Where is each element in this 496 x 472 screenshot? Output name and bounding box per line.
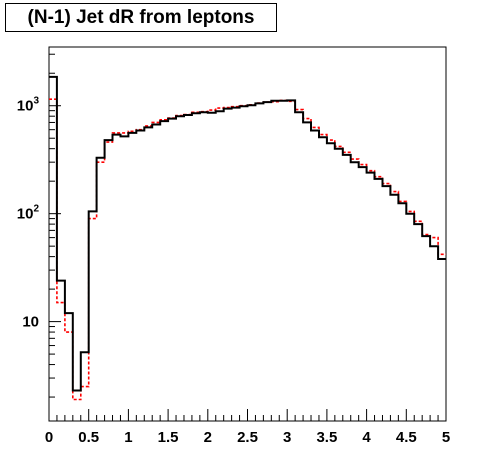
x-tick-label: 2 (204, 429, 212, 446)
series-0-line (49, 75, 446, 392)
x-tick-label: 4.5 (396, 429, 417, 446)
chart-title: (N-1) Jet dR from leptons (5, 3, 277, 32)
x-tick-label: 3 (283, 429, 291, 446)
series-0 (49, 75, 446, 392)
plot-frame (48, 46, 447, 422)
x-tick-label: 1.5 (158, 429, 179, 446)
series-1 (49, 98, 446, 401)
y-tick-label: 10 (22, 314, 39, 331)
x-tick-label: 0 (45, 429, 53, 446)
x-tick-label: 5 (442, 429, 450, 446)
y-tick-label: 103 (17, 96, 40, 115)
histogram-series-layer (49, 75, 446, 401)
x-tick-label: 2.5 (237, 429, 258, 446)
axis-layer: 0 0.5 1 1.5 2 2.5 3 3.5 4 4.5 5 10 102 103 (17, 53, 450, 446)
x-tick-label: 1 (124, 429, 132, 446)
x-tick-label: 4 (362, 429, 371, 446)
x-tick-label: 0.5 (78, 429, 99, 446)
y-tick-label: 102 (17, 204, 40, 223)
series-1-line (49, 98, 446, 401)
x-tick-label: 3.5 (316, 429, 337, 446)
